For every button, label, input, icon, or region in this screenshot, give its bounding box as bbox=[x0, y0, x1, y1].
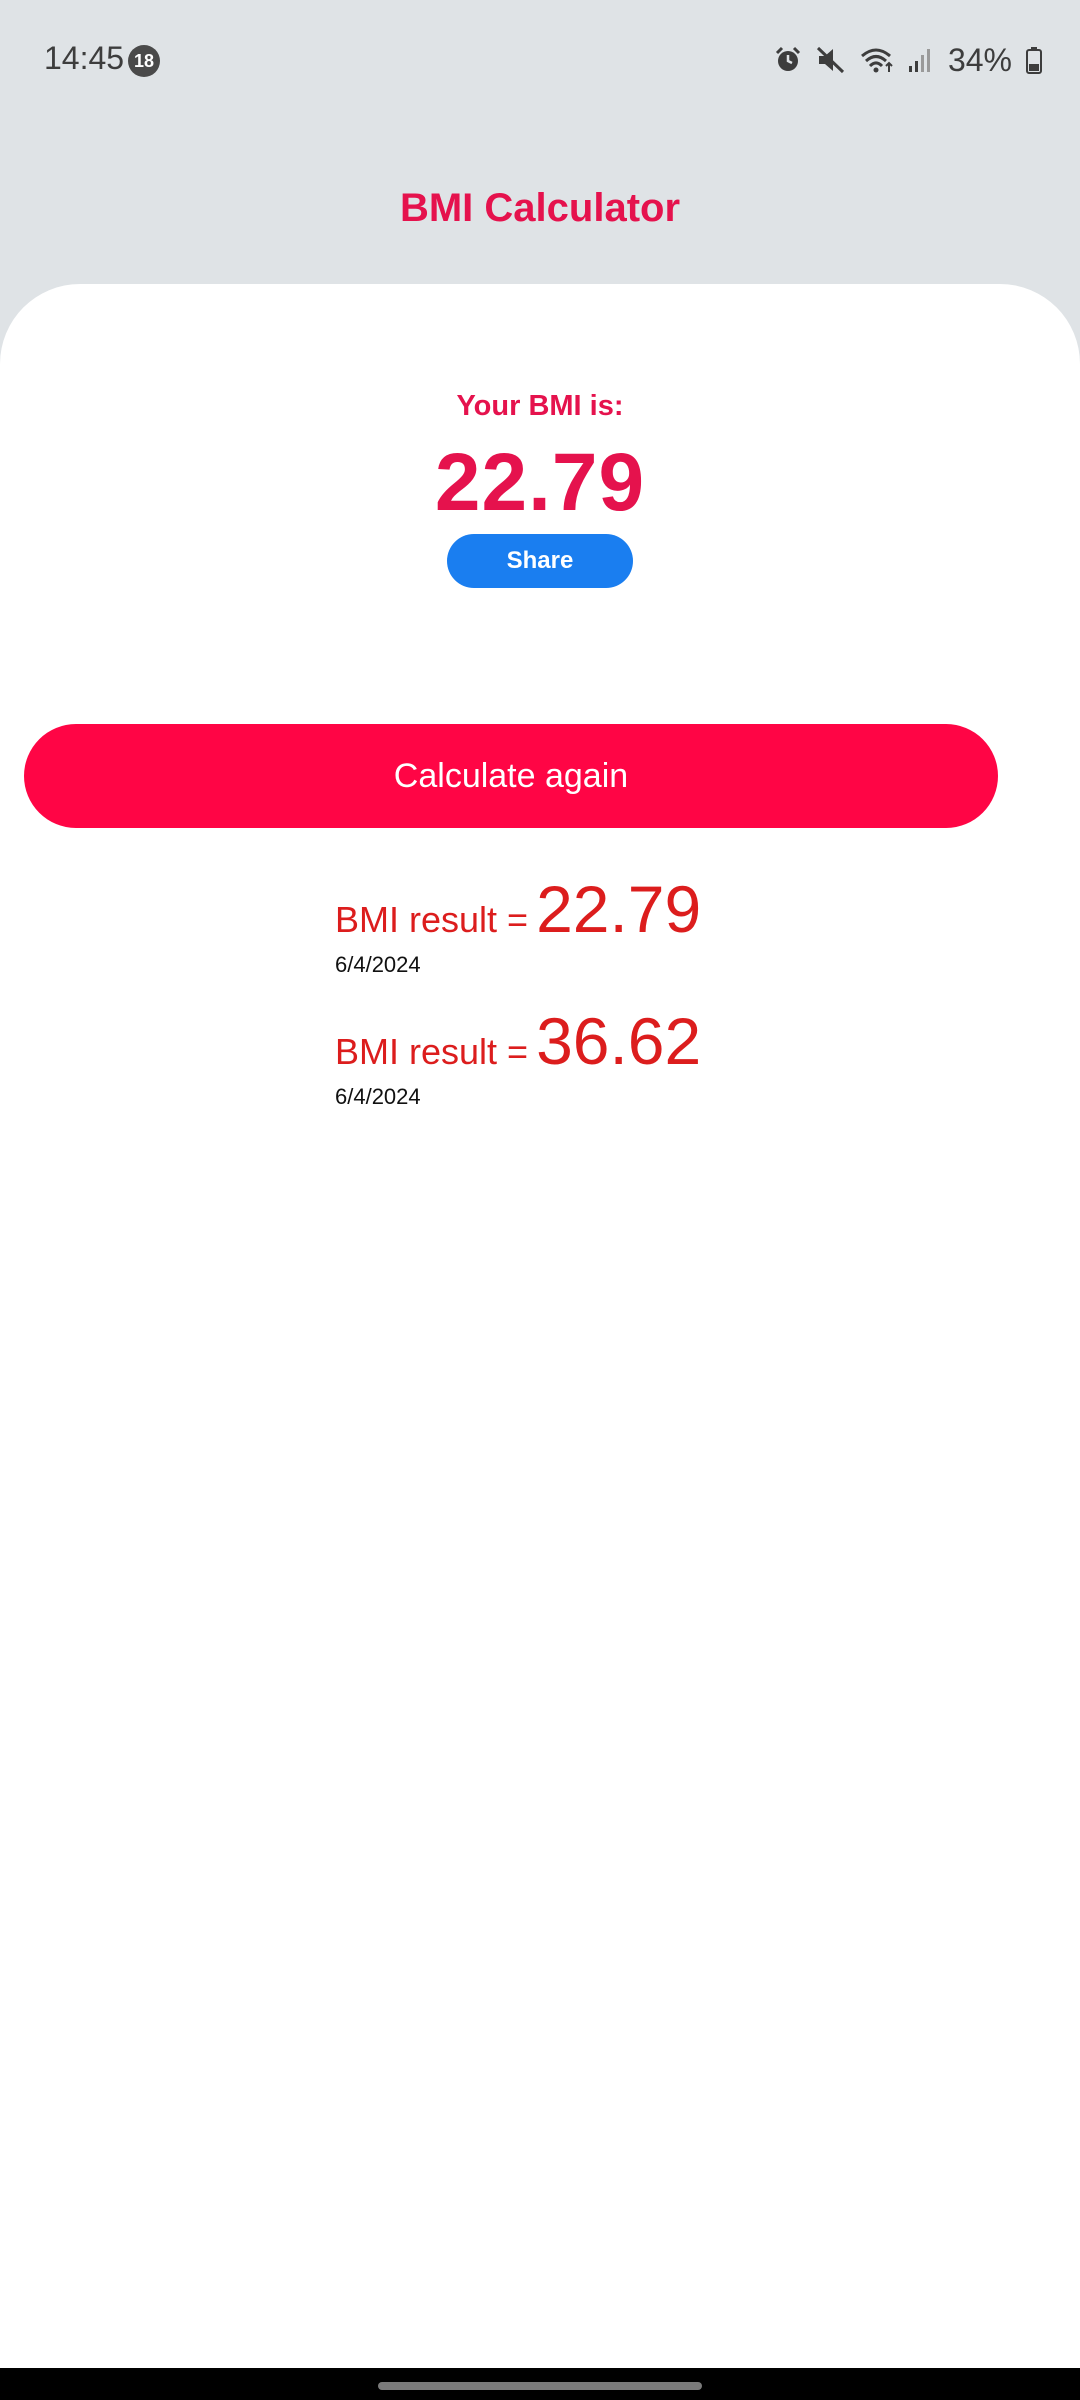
history-value: 36.62 bbox=[536, 1004, 702, 1078]
result-card: Your BMI is: 22.79 Share Calculate again… bbox=[0, 284, 1080, 2368]
mute-icon bbox=[816, 46, 846, 74]
share-button[interactable]: Share bbox=[447, 534, 633, 588]
bmi-history-list: BMI result = 22.79 6/4/2024 BMI result = 3… bbox=[335, 876, 935, 1140]
battery-percent: 34% bbox=[947, 41, 1012, 78]
history-prefix: BMI result = bbox=[335, 1031, 529, 1072]
battery-icon bbox=[1026, 46, 1042, 74]
history-item: BMI result = 22.79 6/4/2024 bbox=[335, 876, 935, 978]
history-date: 6/4/2024 bbox=[335, 1084, 421, 1109]
alarm-icon bbox=[774, 46, 802, 74]
history-value: 22.79 bbox=[536, 872, 702, 946]
history-prefix: BMI result = bbox=[335, 899, 529, 940]
history-item: BMI result = 36.62 6/4/2024 bbox=[335, 1008, 935, 1110]
app-title: BMI Calculator bbox=[399, 186, 681, 230]
status-time: 14:45 bbox=[44, 40, 125, 76]
home-gesture-handle[interactable] bbox=[378, 2382, 702, 2390]
navigation-bar bbox=[0, 2368, 1080, 2400]
notification-count-badge: 18 bbox=[128, 45, 160, 77]
signal-icon bbox=[908, 46, 932, 74]
status-icons: 34% bbox=[774, 38, 1042, 82]
status-bar: 14:45 18 bbox=[0, 0, 1080, 120]
bmi-label: Your BMI is: bbox=[456, 390, 624, 422]
bmi-value: 22.79 bbox=[434, 437, 646, 528]
wifi-icon bbox=[860, 46, 894, 74]
calculate-again-button[interactable]: Calculate again bbox=[24, 724, 998, 828]
history-date: 6/4/2024 bbox=[335, 952, 421, 977]
